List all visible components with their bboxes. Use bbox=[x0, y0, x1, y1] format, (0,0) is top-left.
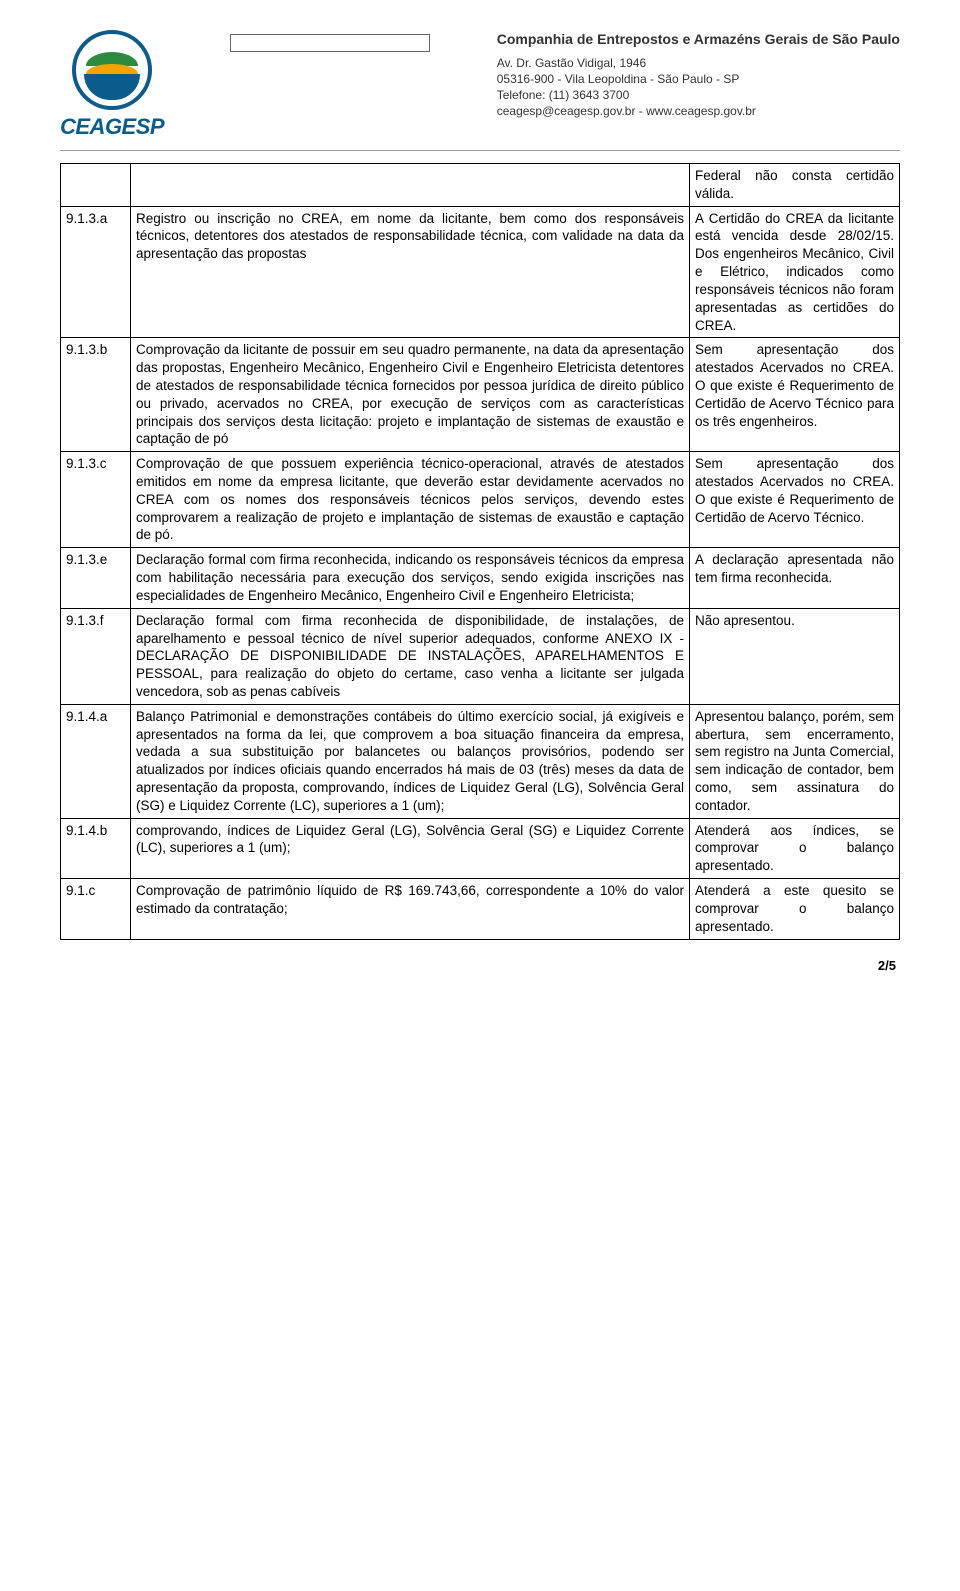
description-cell: Registro ou inscrição no CREA, em nome d… bbox=[131, 206, 690, 338]
table-row: 9.1.3.aRegistro ou inscrição no CREA, em… bbox=[61, 206, 900, 338]
description-cell: comprovando, índices de Liquidez Geral (… bbox=[131, 818, 690, 878]
company-phone: Telefone: (11) 3643 3700 bbox=[497, 87, 900, 103]
table-row: 9.1.3.fDeclaração formal com firma recon… bbox=[61, 608, 900, 704]
observation-cell: Apresentou balanço, porém, sem abertura,… bbox=[690, 704, 900, 818]
page-number: 2/5 bbox=[60, 958, 900, 973]
description-cell: Comprovação da licitante de possuir em s… bbox=[131, 338, 690, 452]
table-row: 9.1.4.bcomprovando, índices de Liquidez … bbox=[61, 818, 900, 878]
redaction-bar bbox=[230, 34, 430, 52]
table-row: Federal não consta certidão válida. bbox=[61, 164, 900, 207]
description-cell: Declaração formal com firma reconhecida,… bbox=[131, 548, 690, 608]
logo-text: CEAGESP bbox=[60, 114, 164, 140]
description-cell: Balanço Patrimonial e demonstrações cont… bbox=[131, 704, 690, 818]
company-contact: ceagesp@ceagesp.gov.br - www.ceagesp.gov… bbox=[497, 103, 900, 119]
ref-cell: 9.1.4.a bbox=[61, 704, 131, 818]
ref-cell: 9.1.3.a bbox=[61, 206, 131, 338]
company-addr1: Av. Dr. Gastão Vidigal, 1946 bbox=[497, 55, 900, 71]
ref-cell: 9.1.4.b bbox=[61, 818, 131, 878]
observation-cell: Federal não consta certidão válida. bbox=[690, 164, 900, 207]
ref-cell: 9.1.3.f bbox=[61, 608, 131, 704]
observation-cell: Sem apresentação dos atestados Acervados… bbox=[690, 338, 900, 452]
observation-cell: Sem apresentação dos atestados Acervados… bbox=[690, 452, 900, 548]
ref-cell: 9.1.3.e bbox=[61, 548, 131, 608]
table-row: 9.1.3.bComprovação da licitante de possu… bbox=[61, 338, 900, 452]
ref-cell bbox=[61, 164, 131, 207]
ref-cell: 9.1.c bbox=[61, 879, 131, 939]
ref-cell: 9.1.3.c bbox=[61, 452, 131, 548]
observation-cell: Atenderá aos índices, se comprovar o bal… bbox=[690, 818, 900, 878]
company-addr2: 05316-900 - Vila Leopoldina - São Paulo … bbox=[497, 71, 900, 87]
description-cell: Declaração formal com firma reconhecida … bbox=[131, 608, 690, 704]
observation-cell: Não apresentou. bbox=[690, 608, 900, 704]
table-row: 9.1.3.cComprovação de que possuem experi… bbox=[61, 452, 900, 548]
description-cell: Comprovação de que possuem experiência t… bbox=[131, 452, 690, 548]
logo-block: CEAGESP bbox=[60, 30, 164, 140]
table-row: 9.1.4.aBalanço Patrimonial e demonstraçõ… bbox=[61, 704, 900, 818]
description-cell: Comprovação de patrimônio líquido de R$ … bbox=[131, 879, 690, 939]
ref-cell: 9.1.3.b bbox=[61, 338, 131, 452]
ceagesp-logo-icon bbox=[72, 30, 152, 110]
observation-cell: A declaração apresentada não tem firma r… bbox=[690, 548, 900, 608]
letterhead: CEAGESP Companhia de Entrepostos e Armaz… bbox=[60, 30, 900, 151]
observation-cell: A Certidão do CREA da licitante está ven… bbox=[690, 206, 900, 338]
table-row: 9.1.3.eDeclaração formal com firma recon… bbox=[61, 548, 900, 608]
company-name: Companhia de Entrepostos e Armazéns Gera… bbox=[497, 30, 900, 49]
habilitation-table: Federal não consta certidão válida.9.1.3… bbox=[60, 163, 900, 940]
company-info: Companhia de Entrepostos e Armazéns Gera… bbox=[497, 30, 900, 120]
table-row: 9.1.cComprovação de patrimônio líquido d… bbox=[61, 879, 900, 939]
document-page: CEAGESP Companhia de Entrepostos e Armaz… bbox=[0, 0, 960, 993]
description-cell bbox=[131, 164, 690, 207]
observation-cell: Atenderá a este quesito se comprovar o b… bbox=[690, 879, 900, 939]
